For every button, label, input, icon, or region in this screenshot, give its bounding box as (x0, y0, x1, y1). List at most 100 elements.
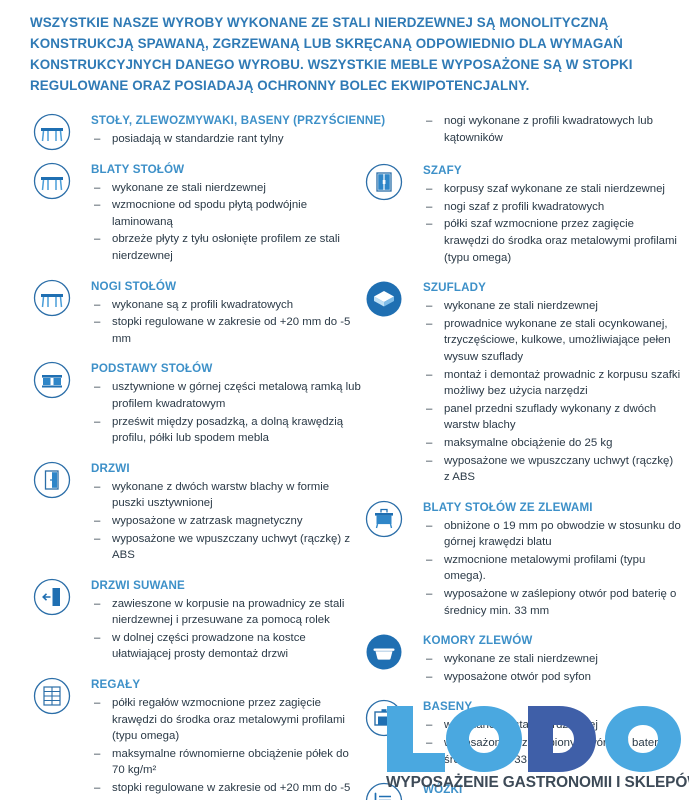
list-item: – wyposażone w zaślepiony otwór pod bater… (423, 586, 682, 619)
list-item: – prowadnice wykonane ze stali ocynkowane… (423, 316, 682, 366)
list-item-text: stopki regulowane w zakresie od +20 mm d… (112, 316, 351, 345)
list-item-text: zawieszone w korpusie na prowadnicy ze s… (112, 597, 345, 627)
section-title: KOMORY ZLEWÓW (423, 634, 533, 648)
section-continuation-nogi: – nogi wykonane z profili kwadratowych lu… (360, 113, 682, 146)
right-column: – nogi wykonane z profili kwadratowych lu… (360, 113, 682, 800)
bullet-list: – wykonane ze stali nierdzewnej – wyposażo… (423, 717, 682, 768)
list-item: – wykonane ze stali nierdzewnej (423, 651, 682, 668)
dash-marker: – (426, 200, 433, 213)
list-item: – wyposażone we wpuszczany uchwyt (rączkę… (423, 453, 682, 486)
dash-marker: – (94, 597, 101, 610)
list-item: – maksymalne równomierne obciążenie półek… (91, 746, 364, 779)
dash-marker: – (426, 402, 433, 415)
section-title: DRZWI (91, 461, 130, 475)
table-legs-icon (30, 276, 74, 320)
table-icon (30, 110, 74, 154)
dash-marker: – (426, 183, 433, 196)
sink-table-icon (362, 497, 406, 541)
list-item: – korpusy szaf wykonane ze stali nierdzew… (423, 181, 682, 198)
list-item: – wykonane ze stali nierdzewnej (423, 298, 682, 315)
list-item-text: wzmocnione od spodu płytą podwójnie lami… (112, 199, 308, 228)
list-item: – zawieszone w korpusie na prowadnicy ze … (91, 596, 364, 629)
dash-marker: – (94, 199, 101, 212)
section-title: SZAFY (423, 164, 462, 178)
list-item: – wykonane ze stali nierdzewnej (91, 180, 364, 197)
list-item-text: wykonane ze stali nierdzewnej (444, 300, 598, 313)
list-item-text: nogi szaf z profili kwadratowych (444, 200, 605, 213)
section-title: STOŁY, ZLEWOZMYWAKI, BASENY (PRZYŚCIENNE… (91, 114, 386, 127)
list-item: – obniżone o 19 mm po obwodzie w stosunku… (423, 518, 682, 551)
logo-tagline: WYPOSAŻENIE GASTRONOMII I SKLEPÓW (386, 774, 689, 791)
list-item: – prześwit między posadzką, a dolną krawę… (91, 414, 364, 447)
section-wozki: WÓZKI –konstrukcja spawana –wymiary uwzg… (360, 782, 682, 800)
section-drzwi: DRZWI – wykonane z dwóch warstw blachy w … (28, 461, 364, 564)
list-item: – maksymalne obciążenie do 25 kg (423, 435, 682, 452)
dash-marker: – (426, 719, 433, 732)
list-item-text: korpusy szaf wykonane ze stali nierdzewn… (444, 183, 665, 196)
table-base-icon (30, 358, 74, 402)
section-regaly: REGAŁY – półki regałów wzmocnione przez z… (28, 677, 364, 800)
dash-marker: – (94, 480, 101, 493)
bullet-list: – półki regałów wzmocnione przez zagięcie… (91, 695, 364, 800)
list-item: – wykonane z dwóch warstw blachy w formie… (91, 479, 364, 512)
bullet-list: – wykonane ze stali nierdzewnej – wzmocnio… (91, 180, 364, 265)
list-item: – montaż i demontaż prowadnic z korpusu s… (423, 367, 682, 400)
section-stoly-zlewozmywaki-baseny: STOŁY, ZLEWOZMYWAKI, BASENY (PRZYŚCIENNE… (28, 113, 386, 151)
dash-marker: – (94, 631, 101, 644)
bullet-list: – korpusy szaf wykonane ze stali nierdzew… (423, 181, 682, 266)
bullet-list: – posiadają w standardzie rant tylny (91, 131, 364, 148)
section-szafy: SZAFY – korpusy szaf wykonane ze stali ni… (360, 163, 682, 266)
header-line-1: WSZYSTKIE NASZE WYROBY WYKONANE ZE STALI… (30, 15, 609, 30)
section-title: REGAŁY (91, 678, 141, 692)
bullet-list: – zawieszone w korpusie na prowadnicy ze … (91, 596, 364, 663)
dash-marker: – (426, 115, 433, 127)
dash-marker: – (426, 653, 433, 666)
page-title: WSZYSTKIE NASZE WYROBY WYKONANE ZE STALI… (30, 12, 670, 96)
dash-marker: – (426, 317, 433, 330)
list-item: – półki szaf wzmocnione przez zagięcie kr… (423, 216, 682, 266)
list-item: – obrzeże płyty z tyłu osłonięte profilem… (91, 231, 364, 264)
list-item-text: wyposażone w zatrzask magnetyczny (112, 514, 303, 527)
dash-marker: – (426, 436, 433, 449)
list-item: – wzmocnione od spodu płytą podwójnie lam… (91, 197, 364, 230)
list-item-text: montaż i demontaż prowadnic z korpusu sz… (444, 368, 681, 398)
bullet-list: – nogi wykonane z profili kwadratowych lu… (423, 113, 682, 146)
dash-marker: – (426, 553, 433, 566)
list-item-text: nogi wykonane z profili kwadratowych lub… (444, 115, 653, 144)
list-item-text: maksymalne obciążenie do 25 kg (444, 436, 613, 449)
list-item-text: w dolnej części prowadzone na kostce uła… (112, 631, 306, 661)
list-item: – wykonane ze stali nierdzewnej (423, 717, 682, 734)
list-item-text: maksymalne równomierne obciążenie półek … (112, 747, 349, 777)
bullet-list: – wykonane z dwóch warstw blachy w formie… (91, 479, 364, 564)
dash-marker: – (426, 300, 433, 313)
section-title: SZUFLADY (423, 281, 487, 295)
dash-marker: – (94, 532, 101, 545)
dash-marker: – (426, 454, 433, 467)
list-item-text: wykonane są z profili kwadratowych (112, 298, 294, 311)
dash-marker: – (426, 368, 433, 381)
section-title: BASENY (423, 700, 473, 714)
list-item-text: wykonane ze stali nierdzewnej (112, 181, 266, 194)
list-item-text: wyposażone w zaślepiony otwór pod bateri… (444, 737, 677, 766)
list-item: – nogi wykonane z profili kwadratowych lu… (423, 113, 682, 146)
bullet-list: – wykonane są z profili kwadratowych – sto… (91, 297, 364, 348)
bullet-list: – wykonane ze stali nierdzewnej – wyposażo… (423, 651, 682, 685)
dash-marker: – (426, 670, 433, 683)
dash-marker: – (94, 381, 101, 394)
list-item: – posiadają w standardzie rant tylny (91, 131, 364, 148)
dash-marker: – (426, 218, 433, 231)
list-item-text: wzmocnione metalowymi profilami (typu om… (444, 553, 646, 583)
section-title: PODSTAWY STOŁÓW (91, 362, 213, 376)
section-nogi-stolow: NOGI STOŁÓW – wykonane są z profili kwadr… (28, 279, 364, 348)
section-baseny: BASENY – wykonane ze stali nierdzewnej – w… (360, 699, 682, 768)
section-drzwi-suwane: DRZWI SUWANE – zawieszone w korpusie na p… (28, 578, 364, 663)
list-item: – w dolnej części prowadzone na kostce uł… (91, 630, 364, 663)
list-item-text: wykonane ze stali nierdzewnej (444, 719, 598, 732)
list-item-text: wykonane z dwóch warstw blachy w formie … (112, 480, 330, 510)
dash-marker: – (94, 514, 101, 527)
section-szuflady: SZUFLADY – wykonane ze stali nierdzewnej … (360, 280, 682, 486)
section-title: NOGI STOŁÓW (91, 279, 177, 293)
dash-marker: – (426, 737, 433, 750)
dash-marker: – (94, 233, 101, 246)
door-icon (30, 458, 74, 502)
